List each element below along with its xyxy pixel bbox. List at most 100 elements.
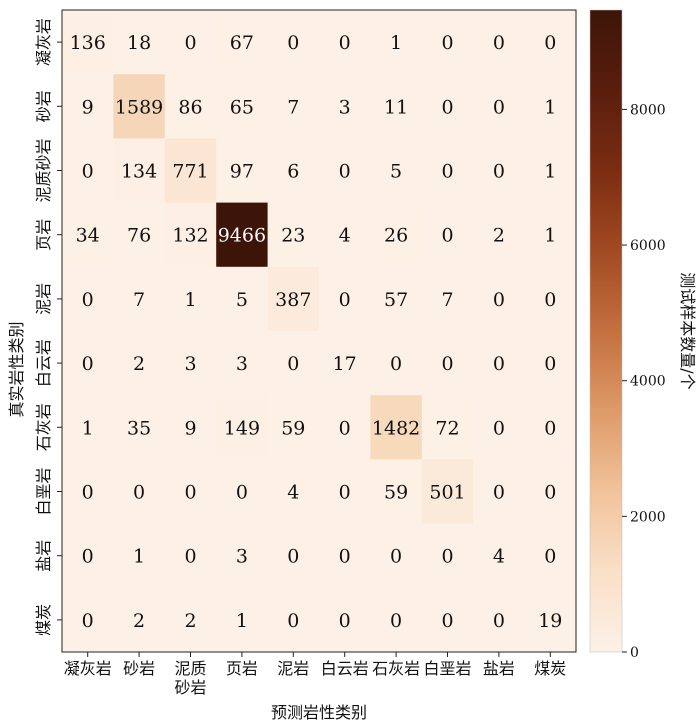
heatmap-cell — [267, 331, 320, 396]
x-tick-label: 砂岩 — [123, 659, 155, 678]
cell-value-label: 23 — [281, 225, 305, 247]
heatmap-cell — [421, 74, 474, 139]
heatmap-cell — [62, 395, 114, 460]
heatmap-cell — [164, 331, 217, 396]
cell-value-label: 3 — [184, 353, 196, 375]
cell-value-label: 17 — [333, 353, 357, 375]
x-tick-label: 煤炭 — [534, 659, 566, 678]
cell-value-label: 1 — [544, 225, 556, 247]
heatmap-cell — [524, 523, 577, 589]
heatmap-cell — [473, 459, 526, 525]
heatmap-cell — [113, 10, 166, 75]
cell-value-label: 76 — [127, 225, 151, 247]
cell-value-label: 1 — [82, 417, 94, 439]
cell-value-label: 0 — [493, 161, 505, 183]
cell-value-label: 387 — [275, 289, 311, 311]
y-tick-label: 凝灰岩 — [34, 18, 53, 66]
heatmap-cell — [113, 138, 166, 204]
cell-value-label: 149 — [224, 417, 260, 439]
cell-value-label: 0 — [493, 610, 505, 632]
x-tick-label: 凝灰岩 — [64, 659, 112, 678]
cell-value-label: 0 — [82, 353, 94, 375]
heatmap-cell — [319, 10, 371, 75]
heatmap-cell — [421, 331, 474, 396]
heatmap-cell — [370, 266, 423, 332]
heatmap-cell — [113, 459, 166, 525]
cell-value-label: 136 — [70, 32, 106, 54]
heatmap-cell — [524, 587, 577, 653]
heatmap-cell — [216, 138, 269, 204]
heatmap-cell — [267, 74, 320, 139]
heatmap-cell — [319, 266, 371, 332]
heatmap-cell — [164, 459, 217, 525]
heatmap-cell — [164, 587, 217, 653]
colorbar-tick-label: 2000 — [630, 509, 666, 525]
heatmap-cell — [113, 202, 166, 268]
heatmap-cell — [267, 138, 320, 204]
cell-value-label: 0 — [82, 546, 94, 568]
cell-value-label: 3 — [236, 546, 248, 568]
cell-value-label: 9 — [82, 96, 94, 118]
cell-value-label: 0 — [133, 482, 145, 504]
heatmap-cell — [62, 523, 114, 589]
cell-value-label: 0 — [82, 161, 94, 183]
heatmap-cell — [216, 523, 269, 589]
cell-value-label: 0 — [339, 482, 351, 504]
cell-value-label: 501 — [429, 482, 465, 504]
heatmap-cell — [421, 523, 474, 589]
cell-value-label: 0 — [493, 32, 505, 54]
cell-value-label: 6 — [287, 161, 299, 183]
cell-value-label: 86 — [178, 96, 202, 118]
heatmap-cell — [319, 202, 371, 268]
heatmap-cell — [370, 587, 423, 653]
cell-value-label: 4 — [339, 225, 351, 247]
cell-value-label: 1 — [544, 161, 556, 183]
heatmap-cell — [216, 266, 269, 332]
cell-value-label: 0 — [236, 482, 248, 504]
plot-frame — [61, 9, 577, 653]
heatmap-cell — [370, 331, 423, 396]
heatmap-cell — [62, 587, 114, 653]
cell-value-label: 0 — [544, 546, 556, 568]
heatmap-cell — [370, 74, 423, 139]
cell-value-label: 0 — [493, 353, 505, 375]
heatmap-cell — [524, 266, 577, 332]
cell-value-label: 67 — [230, 32, 254, 54]
heatmap-cell — [113, 331, 166, 396]
colorbar — [589, 9, 623, 653]
x-tick-label: 泥质砂岩 — [174, 659, 206, 697]
heatmap-cell — [267, 395, 320, 460]
heatmap-cell — [421, 202, 474, 268]
heatmap-cell — [473, 266, 526, 332]
cell-value-label: 0 — [390, 353, 402, 375]
cell-value-label: 2 — [133, 610, 145, 632]
heatmap-cell — [319, 74, 371, 139]
heatmap-cell — [62, 459, 114, 525]
heatmap-cell — [319, 331, 371, 396]
heatmap-cell — [216, 331, 269, 396]
cell-value-label: 1 — [544, 96, 556, 118]
y-tick-label: 白云岩 — [34, 339, 53, 387]
cell-value-label: 72 — [435, 417, 459, 439]
cell-value-label: 4 — [493, 546, 505, 568]
cell-value-label: 0 — [287, 610, 299, 632]
cell-value-label: 57 — [384, 289, 408, 311]
y-axis-title: 真实岩性类别 — [7, 322, 26, 418]
cell-value-label: 0 — [544, 482, 556, 504]
heatmap-cell — [370, 523, 423, 589]
cell-value-label: 9 — [184, 417, 196, 439]
heatmap-cell — [421, 587, 474, 653]
cell-value-label: 0 — [441, 96, 453, 118]
cell-value-label: 0 — [441, 225, 453, 247]
cell-value-label: 0 — [493, 96, 505, 118]
heatmap-cell — [164, 523, 217, 589]
heatmap-cell — [113, 587, 166, 653]
cell-value-label: 0 — [287, 546, 299, 568]
heatmap-cell — [524, 10, 577, 75]
cell-value-label: 1 — [236, 610, 248, 632]
cell-value-label: 5 — [236, 289, 248, 311]
cell-value-label: 3 — [236, 353, 248, 375]
heatmap-cell — [524, 202, 577, 268]
heatmap-cell — [370, 395, 423, 460]
